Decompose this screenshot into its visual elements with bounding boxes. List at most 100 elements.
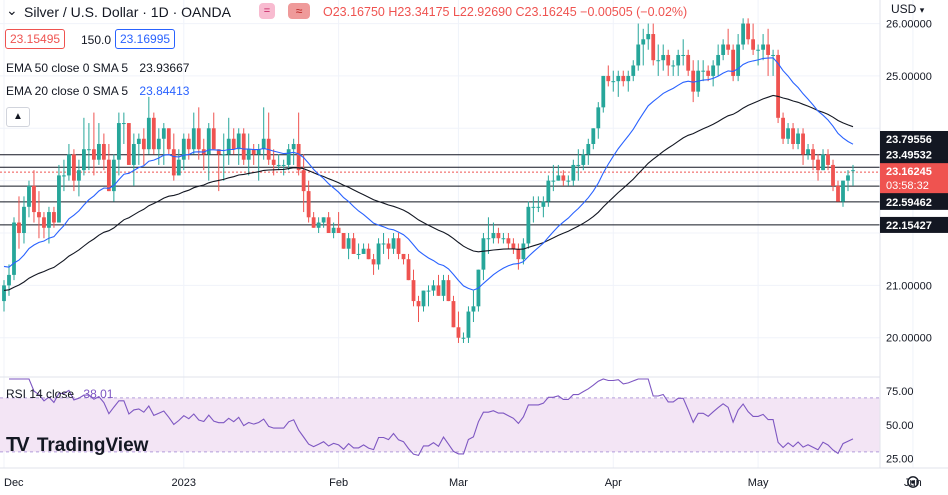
candle-body [276, 164, 281, 166]
candle-body [57, 175, 61, 223]
candle-body [511, 243, 516, 249]
candle-body [72, 154, 76, 181]
sell-button[interactable]: 23.15495 [5, 29, 66, 49]
candle-body [316, 222, 321, 228]
candle-body [291, 143, 296, 150]
rsi-legend[interactable]: RSI 14 close 38.01 [6, 387, 113, 401]
candle-body [381, 243, 386, 245]
price-tag-box [880, 193, 948, 210]
collapse-legend-button[interactable]: ▲ [6, 107, 30, 127]
symbol-title[interactable]: Silver / U.S. Dollar · 1D · OANDA [24, 4, 231, 20]
price-tag-label: 22.15427 [886, 220, 932, 232]
ema20-legend[interactable]: EMA 20 close 0 SMA 5 23.84413 [6, 84, 189, 98]
candle-body [566, 180, 571, 182]
currency-menu[interactable]: USD ▾ [891, 2, 924, 16]
candle-body [351, 238, 356, 254]
buy-button[interactable]: 23.16995 [115, 29, 176, 49]
candle-body [641, 39, 646, 45]
candle-body [456, 327, 461, 338]
candle-body [136, 138, 141, 144]
candle-body [161, 128, 166, 139]
candle-body [496, 233, 501, 239]
candle-body [841, 180, 845, 202]
candle-body [541, 201, 546, 207]
candle-body [461, 337, 466, 339]
ema50-value: 23.93667 [139, 61, 190, 75]
time-axis[interactable]: Dec2023FebMarAprMayJun [4, 477, 922, 489]
candle-body [96, 143, 101, 160]
candle-body [7, 274, 11, 286]
candle-body [106, 159, 111, 192]
candle-body [776, 54, 780, 118]
ema50-legend[interactable]: EMA 50 close 0 SMA 5 23.93667 [6, 61, 189, 75]
candle-body [406, 259, 411, 281]
quick-trade-icon[interactable]: = [259, 3, 275, 19]
candle-body [731, 49, 736, 76]
candle-body [336, 227, 341, 234]
candle-body [37, 212, 41, 218]
horizontal-levels [0, 154, 880, 226]
rsi-tick-label: 25.00 [886, 454, 914, 466]
candle-body [536, 206, 541, 208]
time-tick-label: Feb [329, 477, 348, 489]
candle-body [596, 107, 601, 129]
candle-body [126, 123, 131, 165]
candle-body [626, 75, 631, 82]
rsi-value: 38.01 [83, 387, 114, 401]
candle-body [131, 143, 136, 165]
candle-body [67, 154, 71, 176]
candle-body [446, 280, 451, 302]
bar-countdown-label: 03:58:32 [886, 180, 929, 192]
candle-body [681, 54, 686, 56]
candle-body [821, 154, 825, 171]
candlestick-series [2, 18, 855, 343]
symbol-header: ⌄ Silver / U.S. Dollar · 1D · OANDA = ≈ … [0, 0, 880, 24]
candle-body [396, 238, 401, 254]
candle-body [116, 123, 121, 160]
candle-body [751, 39, 756, 50]
candle-body [296, 143, 301, 171]
rsi-line [9, 378, 854, 457]
candle-body [431, 285, 436, 291]
candle-body [331, 227, 336, 234]
candle-body [451, 301, 456, 328]
candle-body [386, 243, 391, 249]
candle-body [341, 233, 346, 249]
candle-body [401, 253, 406, 260]
settings-gear-icon[interactable] [907, 476, 919, 488]
candle-body [42, 217, 46, 228]
candle-body [726, 44, 731, 50]
candle-body [471, 306, 476, 312]
candle-body [761, 44, 766, 50]
rsi-axis: 75.00 50.00 25.00 [886, 386, 914, 465]
current-price-label: 23.16245 [886, 166, 932, 178]
candle-body [806, 149, 810, 155]
candle-body [256, 149, 261, 155]
candle-body [416, 301, 421, 307]
price-tag-box [880, 130, 948, 147]
candle-body [366, 248, 371, 260]
candle-body [326, 217, 331, 234]
candle-body [791, 128, 795, 144]
candle-body [546, 180, 551, 202]
candle-body [371, 259, 376, 265]
candle-body [591, 128, 596, 144]
chart-collapse-chevron-icon[interactable]: ⌄ [6, 2, 18, 18]
candle-body [556, 175, 561, 181]
compare-wave-icon[interactable]: ≈ [288, 3, 310, 19]
candle-body [361, 248, 366, 254]
price-axis[interactable]: 26.00000 25.00000 21.00000 20.00000 [886, 19, 932, 345]
tradingview-logo-icon: TV [6, 434, 30, 456]
candle-body [376, 243, 381, 265]
candle-body [391, 238, 396, 249]
candle-body [811, 149, 815, 160]
candle-body [251, 149, 256, 155]
candle-body [321, 217, 326, 223]
candle-body [101, 143, 106, 160]
rsi-tick-label: 75.00 [886, 386, 914, 398]
candle-body [576, 164, 581, 166]
candle-body [196, 128, 201, 150]
tradingview-logo[interactable]: TV TradingView [6, 434, 148, 457]
candle-body [466, 311, 471, 338]
